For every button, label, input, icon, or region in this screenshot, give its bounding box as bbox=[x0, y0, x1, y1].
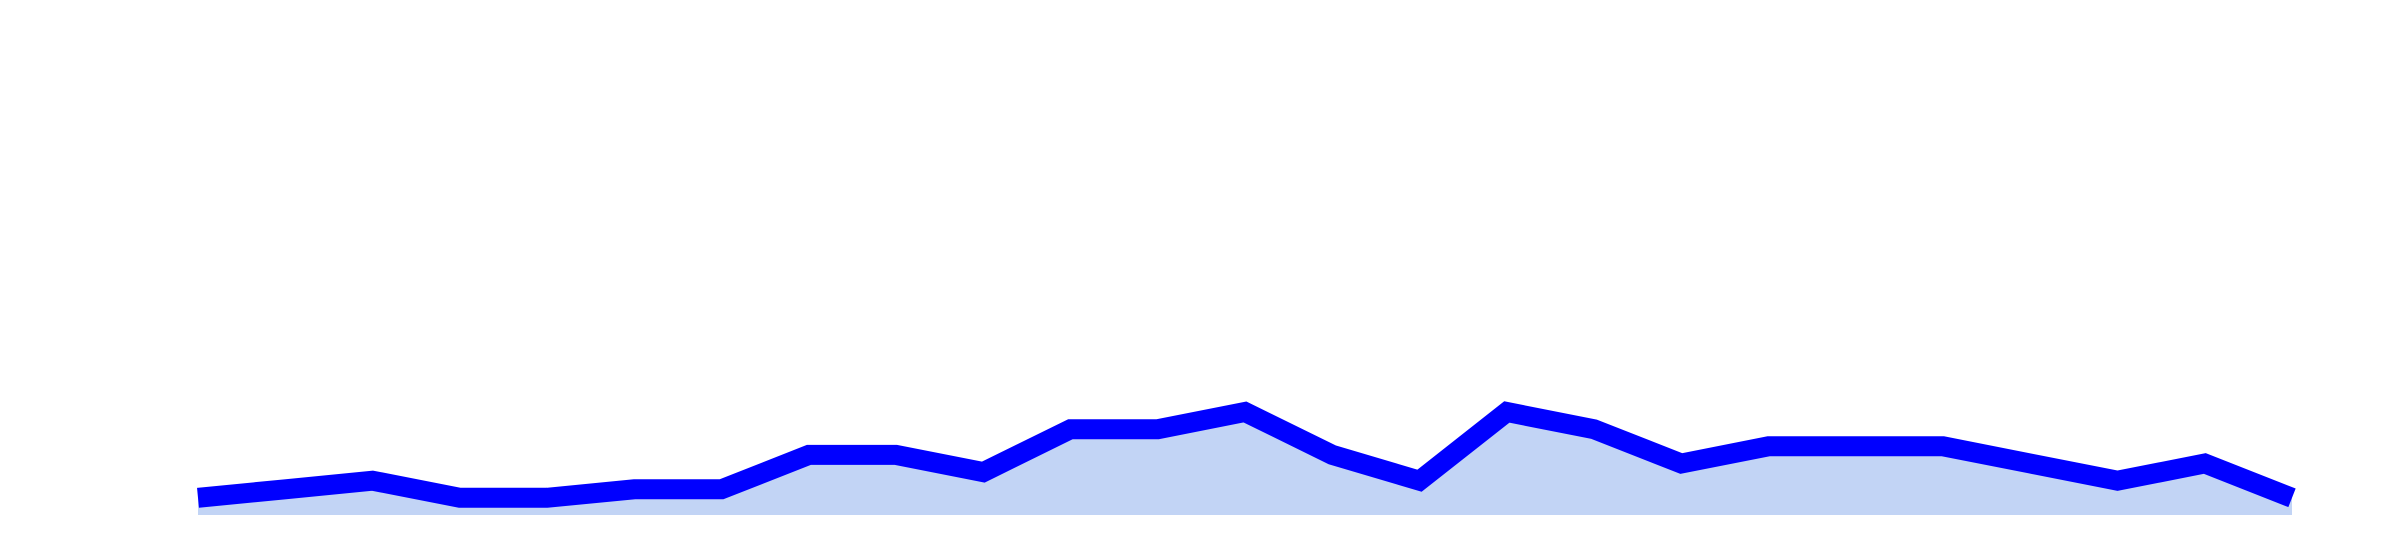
plot-area bbox=[197, 401, 2296, 515]
series-0-line bbox=[197, 401, 2296, 508]
series-0-area bbox=[198, 412, 2292, 515]
